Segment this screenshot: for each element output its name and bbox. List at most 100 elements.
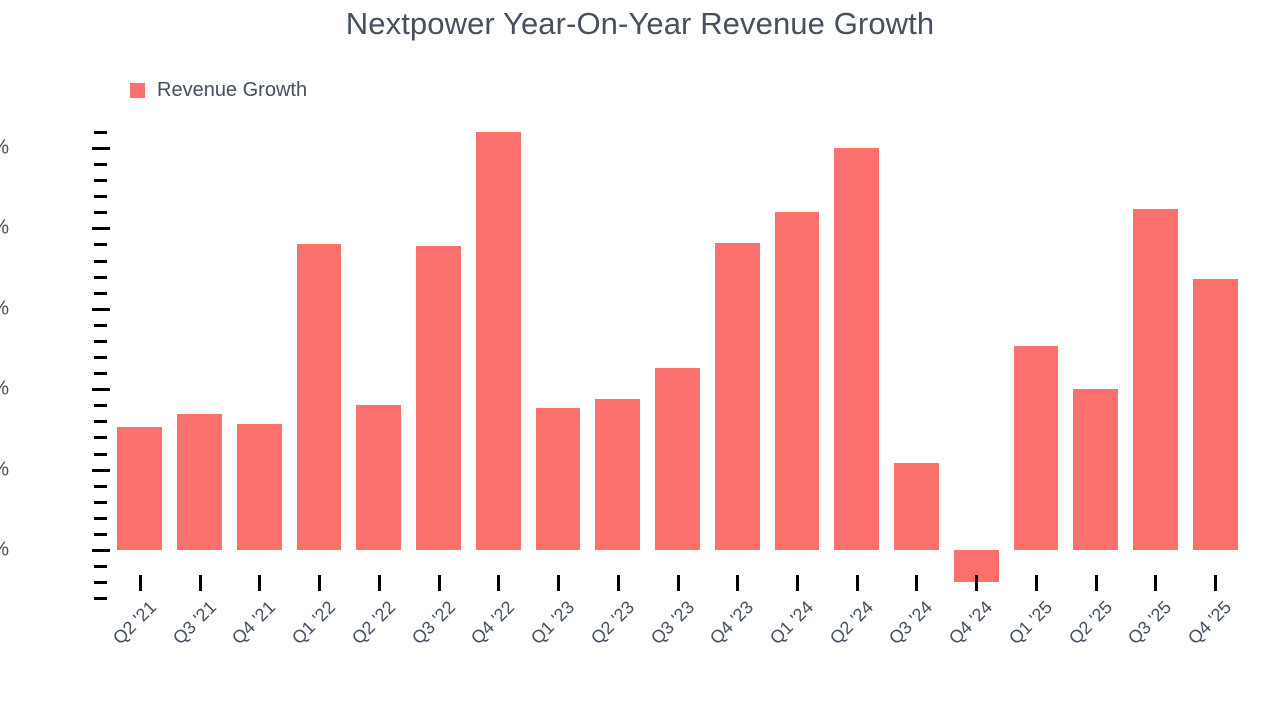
bar-rect[interactable] (655, 368, 700, 550)
y-tick-minor (94, 565, 107, 569)
bar-rect[interactable] (1013, 345, 1059, 550)
y-tick-minor (94, 516, 107, 520)
y-axis-label: 10% (0, 458, 18, 481)
bar-q325[interactable] (1132, 126, 1178, 590)
bar-q122[interactable] (296, 126, 342, 590)
x-tick (1154, 575, 1158, 591)
x-tick (557, 575, 561, 591)
x-axis-label: Q2 '25 (1064, 597, 1116, 649)
bar-rect[interactable] (1192, 279, 1238, 550)
y-tick-minor (94, 597, 107, 601)
x-axis-label: Q4 '23 (706, 597, 758, 649)
y-tick-major (92, 468, 110, 472)
bar-q125[interactable] (1013, 126, 1059, 590)
x-axis-label: Q1 '24 (765, 597, 818, 649)
y-tick-minor (94, 436, 107, 440)
x-axis-label: Q4 '25 (1184, 597, 1236, 649)
y-tick-minor (94, 259, 107, 263)
bar-rect[interactable] (356, 405, 402, 550)
y-tick-minor (94, 372, 107, 376)
bar-q323[interactable] (655, 126, 700, 590)
bar-rect[interactable] (177, 414, 222, 550)
chart-title: Nextpower Year-On-Year Revenue Growth (345, 6, 935, 41)
bar-rect[interactable] (714, 242, 760, 550)
bar-rect[interactable] (475, 131, 521, 550)
bar-q422[interactable] (475, 126, 521, 590)
y-tick-minor (94, 195, 107, 199)
bar-q425[interactable] (1192, 126, 1238, 590)
bar-q123[interactable] (535, 126, 581, 590)
bar-rect[interactable] (236, 423, 282, 550)
x-tick (1094, 575, 1098, 591)
x-axis-label: Q3 '24 (885, 597, 937, 649)
y-tick-minor (94, 339, 107, 343)
x-axis-label: Q2 '23 (586, 597, 638, 649)
bar-rect[interactable] (416, 246, 461, 550)
x-axis-label: Q2 '24 (825, 597, 877, 649)
x-tick (138, 575, 142, 591)
x-tick (377, 575, 381, 591)
bar-q222[interactable] (356, 126, 402, 590)
y-tick-minor (94, 500, 107, 504)
bar-rect[interactable] (296, 244, 342, 550)
chart-legend: Revenue Growth (130, 79, 307, 102)
y-tick-minor (94, 404, 107, 408)
x-axis-label: Q1 '25 (1004, 597, 1057, 649)
bar-rect[interactable] (595, 398, 641, 550)
y-tick-minor (94, 581, 107, 585)
bar-rect[interactable] (774, 212, 820, 550)
bar-q221[interactable] (117, 126, 163, 590)
bar-q324[interactable] (894, 126, 939, 590)
x-axis-label: Q2 '21 (108, 597, 161, 649)
y-axis-label: 20% (0, 378, 18, 401)
legend-label-revenue-growth: Revenue Growth (157, 79, 308, 101)
y-tick-major (92, 549, 110, 552)
x-tick (497, 575, 501, 591)
bar-rect[interactable] (1132, 209, 1178, 550)
y-tick-minor (94, 163, 107, 167)
x-tick (975, 575, 979, 591)
y-axis-label: 30% (0, 297, 18, 320)
y-axis-label: 50% (0, 137, 18, 160)
y-tick-major (92, 388, 110, 392)
x-axis-label: Q4 '24 (945, 597, 997, 649)
y-tick-minor (94, 243, 107, 247)
bar-rect[interactable] (894, 463, 939, 550)
x-axis-label: Q4 '21 (228, 597, 280, 649)
y-tick-minor (94, 291, 107, 295)
y-tick-major (92, 307, 110, 311)
bar-rect[interactable] (535, 407, 581, 550)
bar-q223[interactable] (595, 126, 641, 590)
y-axis-label: 0% (0, 539, 18, 562)
x-tick (258, 575, 262, 591)
bar-q321[interactable] (177, 126, 222, 590)
bar-rect[interactable] (117, 426, 163, 550)
x-axis-label: Q4 '22 (467, 597, 519, 649)
bar-q224[interactable] (834, 126, 880, 590)
bar-q423[interactable] (714, 126, 760, 590)
y-tick-minor (94, 484, 107, 488)
bar-q421[interactable] (236, 126, 282, 590)
x-tick (616, 575, 620, 591)
x-tick (198, 575, 202, 591)
x-axis-label: Q3 '22 (407, 597, 459, 649)
x-axis-label: Q3 '23 (646, 597, 698, 649)
y-tick-minor (94, 275, 107, 279)
bar-rect[interactable] (1073, 389, 1119, 550)
y-tick-minor (94, 130, 107, 134)
bar-q124[interactable] (774, 126, 820, 590)
y-tick-minor (94, 211, 107, 215)
x-tick (1034, 575, 1038, 591)
y-tick-minor (94, 323, 107, 327)
x-axis-label: Q3 '25 (1124, 597, 1176, 649)
x-axis-label: Q3 '21 (168, 597, 220, 649)
x-tick (437, 575, 441, 591)
bar-q322[interactable] (416, 126, 461, 590)
y-axis: 0% 10% 20% 30% 40% 50% (0, 0, 110, 720)
y-tick-major (92, 147, 110, 150)
bar-q225[interactable] (1073, 126, 1119, 590)
bar-rect[interactable] (834, 148, 880, 550)
y-axis-label: 40% (0, 217, 18, 240)
